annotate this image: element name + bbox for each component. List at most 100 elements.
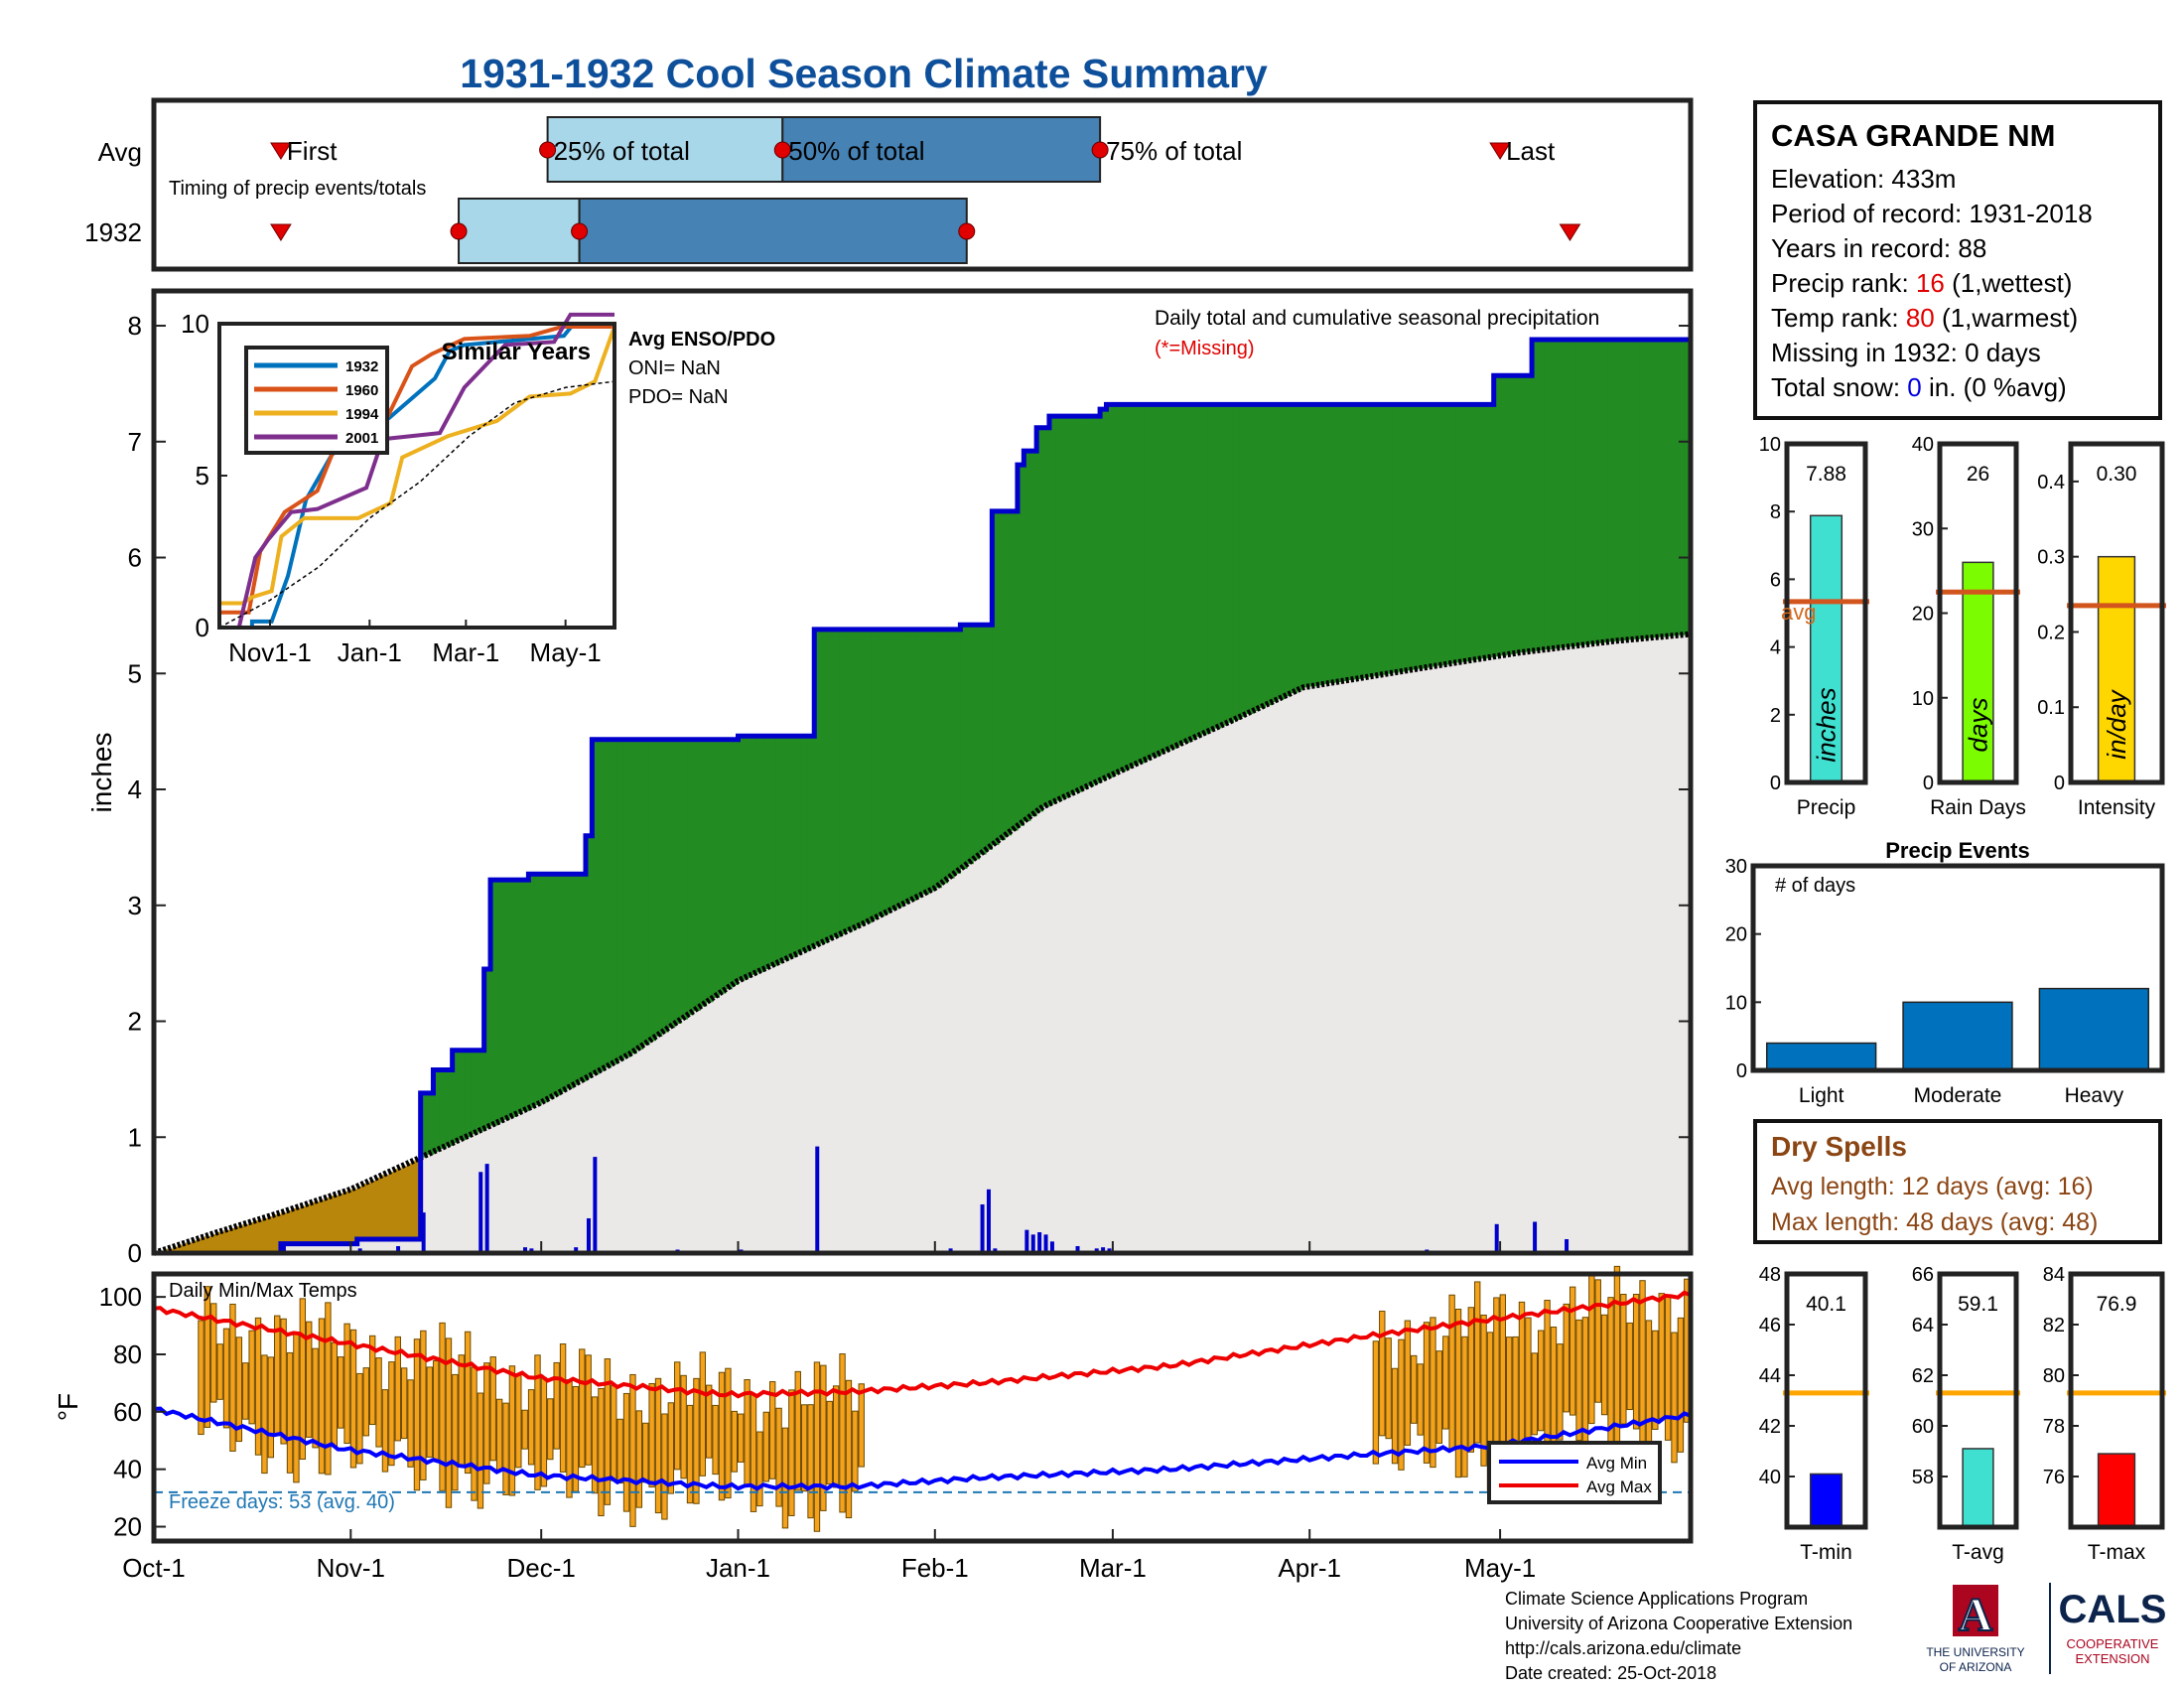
daily-temp-bar — [845, 1379, 853, 1519]
departure-day-20 — [280, 1212, 288, 1244]
daily-precip-bar — [986, 1189, 991, 1253]
departure-day-33 — [363, 1183, 371, 1239]
daily-temp-bar — [229, 1303, 236, 1452]
season-total-panels: 0 2 4 6 8 10 7.88 Precip inches avg 0 10 20 30 40 26 Rai… — [1759, 434, 2166, 819]
daily-temp-bar — [407, 1379, 414, 1468]
events-frame — [1750, 863, 2165, 1073]
daily-temp-bar — [248, 1330, 255, 1425]
daily-precip-bar — [574, 1247, 579, 1253]
departure-day-90 — [725, 739, 733, 990]
departure-day-26 — [319, 1199, 327, 1244]
departure-day-186 — [1334, 404, 1342, 683]
departure-day-211 — [1493, 375, 1501, 657]
daily-temp-bar — [204, 1286, 211, 1428]
departure-day-164 — [1195, 404, 1203, 738]
departure-day-86 — [700, 739, 708, 1007]
events-ytick-label: 30 — [1725, 856, 1747, 878]
small-panel-ytick-label-season-0: 8 — [1770, 501, 1781, 523]
departure-day-50 — [471, 1050, 478, 1135]
departure-day-57 — [515, 880, 523, 1114]
timing-label-4: Last — [1506, 136, 1556, 166]
departure-day-146 — [1080, 416, 1088, 789]
departure-day-23 — [300, 1205, 308, 1244]
small-panel-ytick-label-temp-2: 80 — [2043, 1365, 2065, 1387]
small-panel-ytick-label-temp-0: 42 — [1759, 1416, 1781, 1438]
daily-precip-bar — [815, 1146, 820, 1253]
small-panel-ytick-label-temp-2: 84 — [2043, 1264, 2065, 1286]
enso-oni: ONI= NaN — [628, 357, 721, 379]
departure-day-66 — [573, 874, 581, 1085]
inset-xtick-label: Nov1-1 — [228, 637, 312, 667]
temp-ytick-label: 100 — [99, 1282, 142, 1312]
main-ytick-label: 2 — [128, 1007, 142, 1037]
departure-day-87 — [706, 739, 714, 1003]
departure-day-178 — [1284, 404, 1292, 697]
departure-day-117 — [896, 629, 904, 908]
daily-temp-bar — [781, 1427, 789, 1529]
departure-day-142 — [1055, 416, 1063, 801]
timing-row-label-1932: 1932 — [84, 217, 142, 247]
daily-temp-bar — [1423, 1322, 1431, 1464]
daily-precip-bar — [396, 1245, 401, 1253]
x-tick-label: Mar-1 — [1079, 1553, 1147, 1583]
inset-legend-label-1960: 1960 — [345, 382, 378, 399]
departure-day-24 — [306, 1203, 314, 1244]
departure-day-37 — [388, 1172, 396, 1239]
departure-day-36 — [382, 1175, 390, 1239]
daily-temp-bar — [1404, 1320, 1412, 1446]
daily-temp-bar — [1620, 1294, 1627, 1425]
departure-day-141 — [1048, 416, 1056, 804]
departure-day-130 — [979, 625, 987, 855]
departure-day-80 — [661, 739, 669, 1033]
departure-day-82 — [674, 739, 682, 1024]
avg-max-temp-line — [153, 1290, 1692, 1399]
departure-day-25 — [312, 1201, 320, 1244]
timing-marker-last-avg — [1489, 142, 1512, 160]
departure-day-212 — [1500, 375, 1508, 656]
footer-line-1: Climate Science Applications Program — [1505, 1589, 1809, 1609]
departure-day-192 — [1373, 404, 1381, 676]
departure-day-122 — [928, 629, 936, 892]
departure-day-210 — [1487, 404, 1495, 658]
departure-day-92 — [738, 736, 746, 981]
legend-avg-min: Avg Min — [1586, 1454, 1647, 1473]
timing-label-1: 25% of total — [554, 136, 690, 166]
departure-day-65 — [566, 874, 574, 1089]
daily-temp-bar — [680, 1374, 687, 1479]
departure-day-103 — [807, 736, 815, 949]
station-snow: Total snow: 0 in. (0 %avg) — [1771, 372, 2067, 402]
inset-line-2001 — [219, 312, 614, 630]
daily-temp-bar — [293, 1333, 300, 1483]
departure-day-97 — [769, 736, 777, 967]
daily-temp-bar — [1639, 1280, 1646, 1458]
daily-precip-bar — [1075, 1245, 1080, 1253]
departure-day-83 — [680, 739, 688, 1020]
daily-precip-bar — [421, 1212, 426, 1253]
departure-day-107 — [833, 629, 841, 937]
timing-label-3: 75% of total — [1106, 136, 1242, 166]
departure-day-68 — [585, 835, 593, 1078]
departure-day-52 — [483, 968, 491, 1129]
daily-temp-bar — [1467, 1307, 1475, 1453]
inset-xtick-label: May-1 — [530, 637, 602, 667]
departure-day-231 — [1620, 340, 1628, 640]
small-panel-ytick-label-season-0: 6 — [1770, 569, 1781, 591]
daily-temp-bar — [1379, 1311, 1386, 1437]
dry-spells-box: Dry Spells Avg length: 12 days (avg: 16)… — [1753, 1119, 2162, 1244]
daily-temp-bar — [343, 1323, 350, 1445]
station-years: Years in record: 88 — [1771, 233, 1987, 263]
departure-day-222 — [1564, 340, 1571, 647]
daily-temp-bar — [1607, 1297, 1614, 1445]
daily-temp-bar — [629, 1373, 636, 1527]
departure-day-104 — [814, 629, 822, 946]
daily-temp-bar — [1569, 1286, 1576, 1416]
daily-temp-bar — [540, 1377, 548, 1487]
enso-title: Avg ENSO/PDO — [628, 329, 775, 351]
main-ytick-label: 7 — [128, 427, 142, 457]
daily-temp-bar — [267, 1356, 275, 1459]
daily-temp-bar — [813, 1361, 821, 1532]
daily-temp-bar — [1677, 1317, 1685, 1453]
departure-day-189 — [1353, 404, 1361, 679]
departure-day-172 — [1246, 404, 1254, 715]
departure-day-238 — [1665, 340, 1673, 636]
